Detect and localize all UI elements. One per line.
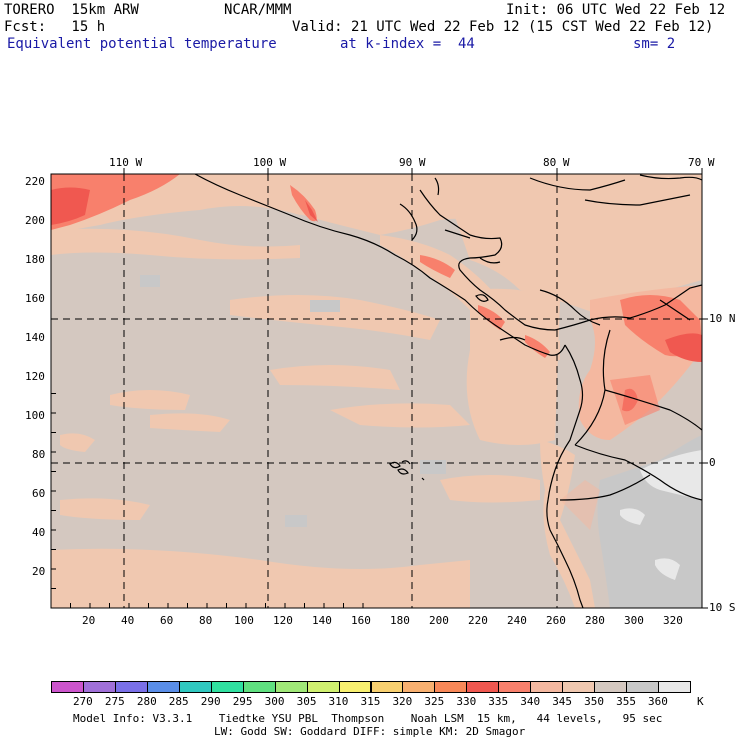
colorbar-swatch <box>242 681 276 693</box>
x-tick-label: 260 <box>546 614 566 627</box>
colorbar-label: 350 <box>584 695 605 708</box>
lon-label-110w: 110 W <box>109 156 143 169</box>
lon-label-90w: 90 W <box>399 156 426 169</box>
colorbar-label: 300 <box>264 695 285 708</box>
colorbar-swatch <box>594 681 628 693</box>
colorbar-swatch <box>402 681 436 693</box>
colorbar-label: 270 <box>72 695 93 708</box>
field-name: Equivalent potential temperature <box>7 36 277 52</box>
x-tick-label: 40 <box>121 614 135 627</box>
physics-info: LW: Godd SW: Goddard DIFF: simple KM: 2D… <box>214 725 526 738</box>
y-tick-label: 80 <box>32 448 46 461</box>
colorbar-label: 340 <box>520 695 541 708</box>
x-tick-label: 180 <box>390 614 410 627</box>
lon-label-70w: 70 W <box>688 156 715 169</box>
colorbar-swatch <box>466 681 500 693</box>
colorbar-swatch <box>82 681 116 693</box>
x-tick-label: 200 <box>429 614 449 627</box>
y-tick-label: 200 <box>25 214 45 227</box>
colorbar-swatch <box>434 681 468 693</box>
init-time: Init: 06 UTC Wed 22 Feb 12 <box>506 2 726 18</box>
x-tick-label: 20 <box>82 614 96 627</box>
colorbar-unit: K <box>697 695 704 708</box>
y-tick-label: 60 <box>32 487 46 500</box>
lon-label-80w: 80 W <box>543 156 570 169</box>
lon-label-100w: 100 W <box>253 156 287 169</box>
colorbar-label: 280 <box>136 695 157 708</box>
x-tick-label: 160 <box>351 614 371 627</box>
colorbar-swatch <box>51 681 84 693</box>
colorbar-label: 330 <box>456 695 477 708</box>
x-tick-label: 140 <box>312 614 332 627</box>
y-tick-label: 40 <box>32 526 46 539</box>
colorbar-swatch <box>210 681 244 693</box>
colorbar-label: 355 <box>616 695 636 708</box>
colorbar-label: 335 <box>488 695 509 708</box>
lat-label-10s: 10 S <box>709 601 736 614</box>
colorbar-label: 295 <box>232 695 253 708</box>
model-info: Model Info: V3.3.1 Tiedtke YSU PBL Thomp… <box>73 712 663 725</box>
x-tick-label: 80 <box>199 614 213 627</box>
x-tick-label: 120 <box>273 614 293 627</box>
colorbar-swatch <box>626 681 660 693</box>
colorbar-label: 360 <box>648 695 668 708</box>
x-tick-label: 300 <box>624 614 644 627</box>
colorbar-label: 310 <box>328 695 349 708</box>
colorbar-label: 285 <box>168 695 189 708</box>
x-tick-label: 280 <box>585 614 605 627</box>
colorbar-swatch <box>370 681 404 693</box>
y-tick-label: 120 <box>25 370 45 383</box>
colorbar-swatch <box>658 681 691 693</box>
y-tick-label: 20 <box>32 565 46 578</box>
lat-label-0: 0 <box>709 456 716 469</box>
colorbar-swatch <box>498 681 532 693</box>
y-tick-label: 100 <box>25 409 45 422</box>
x-tick-label: 240 <box>507 614 527 627</box>
smoothing-info: sm= 2 <box>633 36 676 52</box>
valid-time: Valid: 21 UTC Wed 22 Feb 12 (15 CST Wed … <box>292 19 714 35</box>
center-name: NCAR/MMM <box>224 2 292 18</box>
y-tick-label: 160 <box>25 292 45 305</box>
colorbar-label: 305 <box>296 695 317 708</box>
forecast-hour: Fcst: 15 h <box>4 19 106 35</box>
y-tick-label: 220 <box>25 175 45 188</box>
colorbar-swatch <box>274 681 308 693</box>
x-tick-label: 220 <box>468 614 488 627</box>
y-tick-label: 140 <box>25 331 45 344</box>
x-tick-label: 100 <box>234 614 254 627</box>
colorbar-swatch <box>146 681 180 693</box>
x-tick-label: 320 <box>663 614 683 627</box>
colorbar-swatch <box>114 681 148 693</box>
colorbar-label: 320 <box>392 695 413 708</box>
x-tick-label: 60 <box>160 614 174 627</box>
colorbar-swatch <box>530 681 564 693</box>
colorbar-label: 345 <box>552 695 573 708</box>
colorbar-label: 315 <box>360 695 381 708</box>
lat-label-10n: 10 N <box>709 312 736 325</box>
colorbar-label: 275 <box>104 695 125 708</box>
colorbar-swatch <box>306 681 340 693</box>
colorbar-swatch <box>178 681 212 693</box>
colorbar-swatch <box>562 681 596 693</box>
level-info: at k-index = 44 <box>340 36 475 52</box>
colorbar-label: 290 <box>200 695 221 708</box>
colorbar-swatch <box>338 681 372 693</box>
model-title: TORERO 15km ARW <box>4 2 139 18</box>
y-tick-label: 180 <box>25 253 45 266</box>
colorbar-label: 325 <box>424 695 445 708</box>
